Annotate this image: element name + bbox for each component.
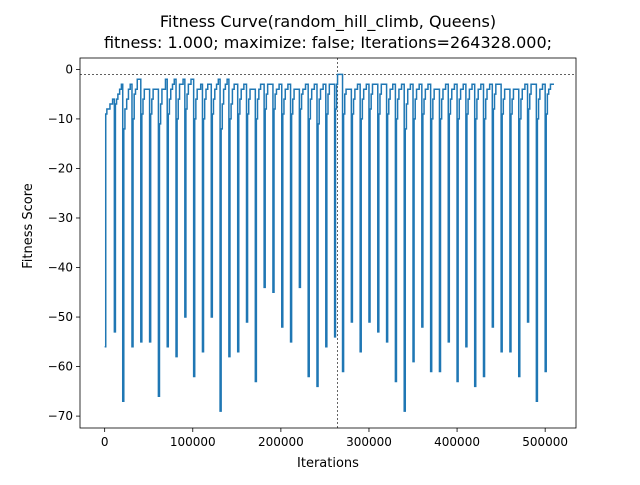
x-tick-label: 0	[101, 435, 109, 449]
y-tick-label: −60	[48, 360, 73, 374]
y-tick-label: −50	[48, 310, 73, 324]
series-layer	[104, 73, 554, 412]
y-tick-label: −20	[48, 161, 73, 175]
x-tick-label: 100000	[170, 435, 216, 449]
fitness-curve-line	[104, 73, 554, 412]
plot-frame	[79, 57, 577, 429]
y-axis: 0 −10 −20 −30 −40 −50 −60 −70	[48, 62, 80, 423]
reference-lines	[80, 58, 576, 428]
y-tick-label: −40	[48, 261, 73, 275]
x-tick-label: 500000	[522, 435, 568, 449]
x-tick-label: 400000	[434, 435, 480, 449]
y-tick-label: −10	[48, 112, 73, 126]
x-axis: 0 100000 200000 300000 400000 500000	[101, 428, 568, 449]
chart-title: Fitness Curve(random_hill_climb, Queens)	[160, 12, 496, 32]
x-tick-label: 300000	[346, 435, 392, 449]
x-tick-label: 200000	[258, 435, 304, 449]
chart-subtitle: fitness: 1.000; maximize: false; Iterati…	[104, 33, 552, 52]
y-tick-label: −70	[48, 409, 73, 423]
y-tick-label: 0	[65, 62, 73, 76]
y-axis-label: Fitness Score	[21, 183, 36, 269]
x-axis-label: Iterations	[297, 456, 359, 471]
y-tick-label: −30	[48, 211, 73, 225]
